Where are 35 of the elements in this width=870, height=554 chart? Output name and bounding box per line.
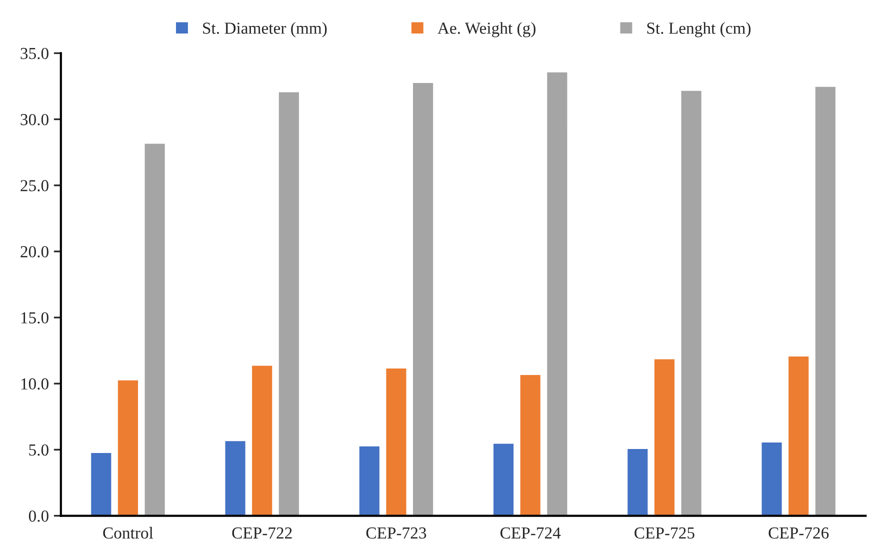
x-tick-label: Control (103, 526, 154, 539)
bar (814, 86, 837, 516)
bar (116, 378, 140, 516)
x-tick-label: CEP-723 (366, 527, 426, 539)
x-tick-label: CEP-725 (634, 527, 694, 539)
bar (680, 89, 703, 516)
bar (412, 82, 434, 516)
y-tick-label: 15.0 (21, 312, 48, 324)
y-tick-label: 0.0 (28, 510, 48, 522)
bar (250, 364, 274, 516)
bar (143, 142, 166, 516)
bar (760, 441, 784, 516)
bar (546, 70, 569, 516)
bar (224, 440, 247, 516)
y-tick-label: 20.0 (20, 246, 48, 258)
x-tick-label: CEP-724 (500, 527, 561, 539)
bar (277, 90, 300, 516)
y-tick-label: 25.0 (20, 180, 48, 192)
bar (626, 448, 650, 516)
bar (518, 374, 542, 516)
x-tick-label: CEP-726 (768, 527, 829, 539)
bar (492, 442, 515, 516)
y-tick-label: 35.0 (20, 48, 48, 60)
bar (384, 367, 408, 516)
x-tick-label: CEP-722 (232, 527, 292, 539)
y-tick-label: 10.0 (21, 378, 48, 390)
legend-label: Ae. Weight (g) (438, 22, 536, 38)
y-tick-label: 30.0 (20, 114, 48, 126)
bar (653, 358, 676, 516)
legend-label: St. Diameter (mm) (203, 22, 327, 38)
y-tick-label: 5.0 (29, 444, 48, 456)
bar (787, 355, 810, 516)
bar (90, 452, 113, 516)
bar (358, 445, 381, 516)
legend-label: St. Lenght (cm) (647, 22, 751, 38)
